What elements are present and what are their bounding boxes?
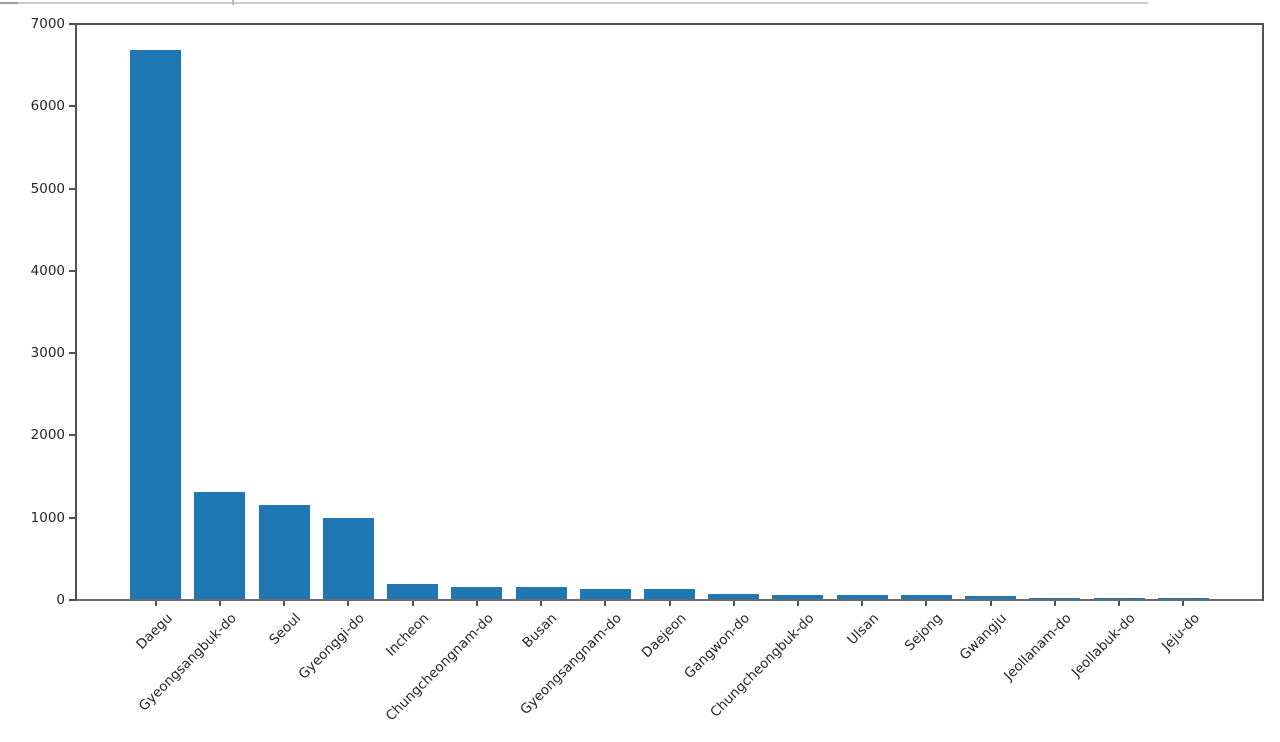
y-tick — [69, 188, 75, 190]
y-tick — [69, 352, 75, 354]
y-tick-label: 4000 — [30, 263, 65, 279]
x-tick — [861, 601, 863, 606]
x-tick — [925, 601, 927, 606]
y-tick — [69, 270, 75, 272]
x-tick-label: Jeollabuk-do — [1068, 610, 1139, 681]
bar — [708, 594, 759, 600]
bar — [772, 595, 823, 600]
axis-spine-top — [75, 23, 1264, 25]
window-top-border-notch — [232, 0, 234, 5]
x-tick-label: Daejeon — [638, 610, 690, 662]
bar — [259, 505, 310, 600]
y-tick-label: 6000 — [30, 98, 65, 114]
x-tick — [990, 601, 992, 606]
bar — [580, 589, 631, 600]
y-tick-label: 1000 — [30, 510, 65, 526]
window-top-border-cap — [0, 2, 18, 4]
x-tick — [155, 601, 157, 606]
x-tick-label: Ulsan — [843, 610, 882, 649]
x-tick-label: Jeju-do — [1158, 610, 1203, 655]
bar — [387, 584, 438, 600]
x-tick-label: Gyeonggi-do — [295, 610, 368, 683]
axis-spine-bottom — [75, 599, 1264, 601]
bar — [837, 595, 888, 600]
x-tick-label: Gwangju — [957, 610, 1011, 664]
x-tick — [219, 601, 221, 606]
bar — [901, 595, 952, 600]
x-tick — [347, 601, 349, 606]
x-tick — [540, 601, 542, 606]
x-tick — [797, 601, 799, 606]
x-tick — [604, 601, 606, 606]
y-tick-label: 7000 — [30, 16, 65, 32]
x-tick — [283, 601, 285, 606]
y-tick — [69, 599, 75, 601]
axis-spine-right — [1262, 23, 1264, 601]
y-tick-label: 2000 — [30, 427, 65, 443]
axis-spine-left — [75, 23, 77, 601]
y-tick-label: 0 — [56, 592, 65, 608]
x-tick-label: Daegu — [132, 610, 176, 653]
y-tick — [69, 517, 75, 519]
x-tick — [733, 601, 735, 606]
x-tick — [1182, 601, 1184, 606]
x-tick — [412, 601, 414, 606]
bar — [644, 589, 695, 600]
y-tick-label: 3000 — [30, 345, 65, 361]
x-tick-label: Incheon — [382, 610, 433, 660]
x-tick-label: Seoul — [265, 610, 304, 649]
window-top-border — [0, 2, 1148, 4]
x-tick — [669, 601, 671, 606]
bar — [194, 492, 245, 600]
x-tick-label: Gangwon-do — [681, 610, 754, 683]
x-tick-label: Chungcheongnam-do — [382, 610, 497, 725]
x-tick-label: Jeollanam-do — [1000, 610, 1075, 684]
x-tick-label: Sejong — [902, 610, 947, 655]
y-tick — [69, 434, 75, 436]
bar — [965, 596, 1016, 600]
x-tick — [1118, 601, 1120, 606]
bar — [451, 587, 502, 600]
y-tick-label: 5000 — [30, 181, 65, 197]
bar — [323, 518, 374, 600]
x-tick — [476, 601, 478, 606]
x-tick — [1054, 601, 1056, 606]
y-tick — [69, 23, 75, 25]
x-tick-label: Busan — [519, 610, 561, 652]
bar — [516, 587, 567, 600]
bar — [130, 50, 181, 600]
y-tick — [69, 105, 75, 107]
